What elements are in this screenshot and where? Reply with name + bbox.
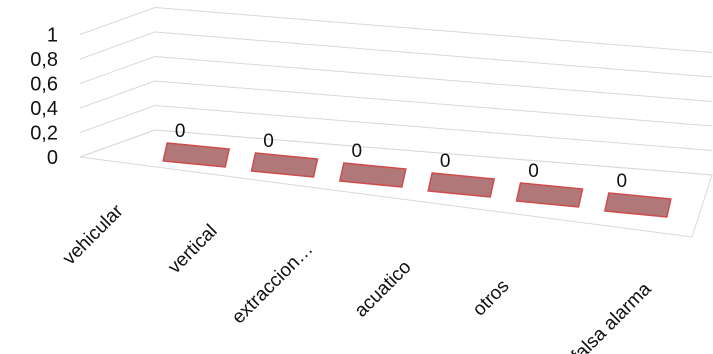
gridline-back (154, 105, 713, 151)
y-tick-label: 0,8 (30, 49, 58, 71)
bar (338, 162, 407, 188)
data-label: 0 (440, 151, 451, 172)
y-tick-label: 0 (47, 147, 58, 169)
category-label: otros (469, 276, 514, 321)
bar (250, 152, 319, 178)
bars (162, 142, 672, 218)
y-tick-label: 1 (47, 25, 58, 47)
category-labels: vehicular vertical extraccion… acuatico otro… (59, 200, 656, 354)
y-tick-label: 0,4 (30, 98, 58, 120)
gridline-side (79, 7, 156, 35)
category-label: vertical (164, 221, 221, 278)
gridline-side (79, 31, 156, 60)
data-label: 0 (175, 121, 186, 142)
data-label: 0 (352, 141, 363, 162)
gridline-back (154, 56, 713, 102)
gridline-side (79, 80, 156, 109)
gridline-back (154, 7, 713, 53)
gridlines (79, 7, 713, 238)
data-labels: 0 0 0 0 0 0 (175, 121, 627, 192)
gridline-side (79, 56, 156, 84)
data-label: 0 (617, 171, 628, 192)
category-label: vehicular (59, 200, 128, 269)
gridline-back (154, 80, 713, 127)
gridline-back (154, 31, 713, 78)
bar (515, 182, 584, 208)
gridline-side (79, 105, 156, 133)
data-label: 0 (528, 161, 539, 182)
bar (162, 142, 231, 168)
category-label: extraccion… (228, 239, 318, 329)
floor-outline (79, 129, 713, 238)
data-label: 0 (263, 131, 274, 152)
y-axis-ticks: 00,2 0,40,6 0,81 (30, 25, 58, 170)
y-tick-label: 0,2 (30, 123, 58, 145)
bar (603, 192, 672, 218)
bar (427, 172, 496, 198)
y-tick-label: 0,6 (30, 74, 58, 96)
category-label: falsa alarma (568, 278, 656, 354)
category-label: acuatico (351, 257, 416, 322)
